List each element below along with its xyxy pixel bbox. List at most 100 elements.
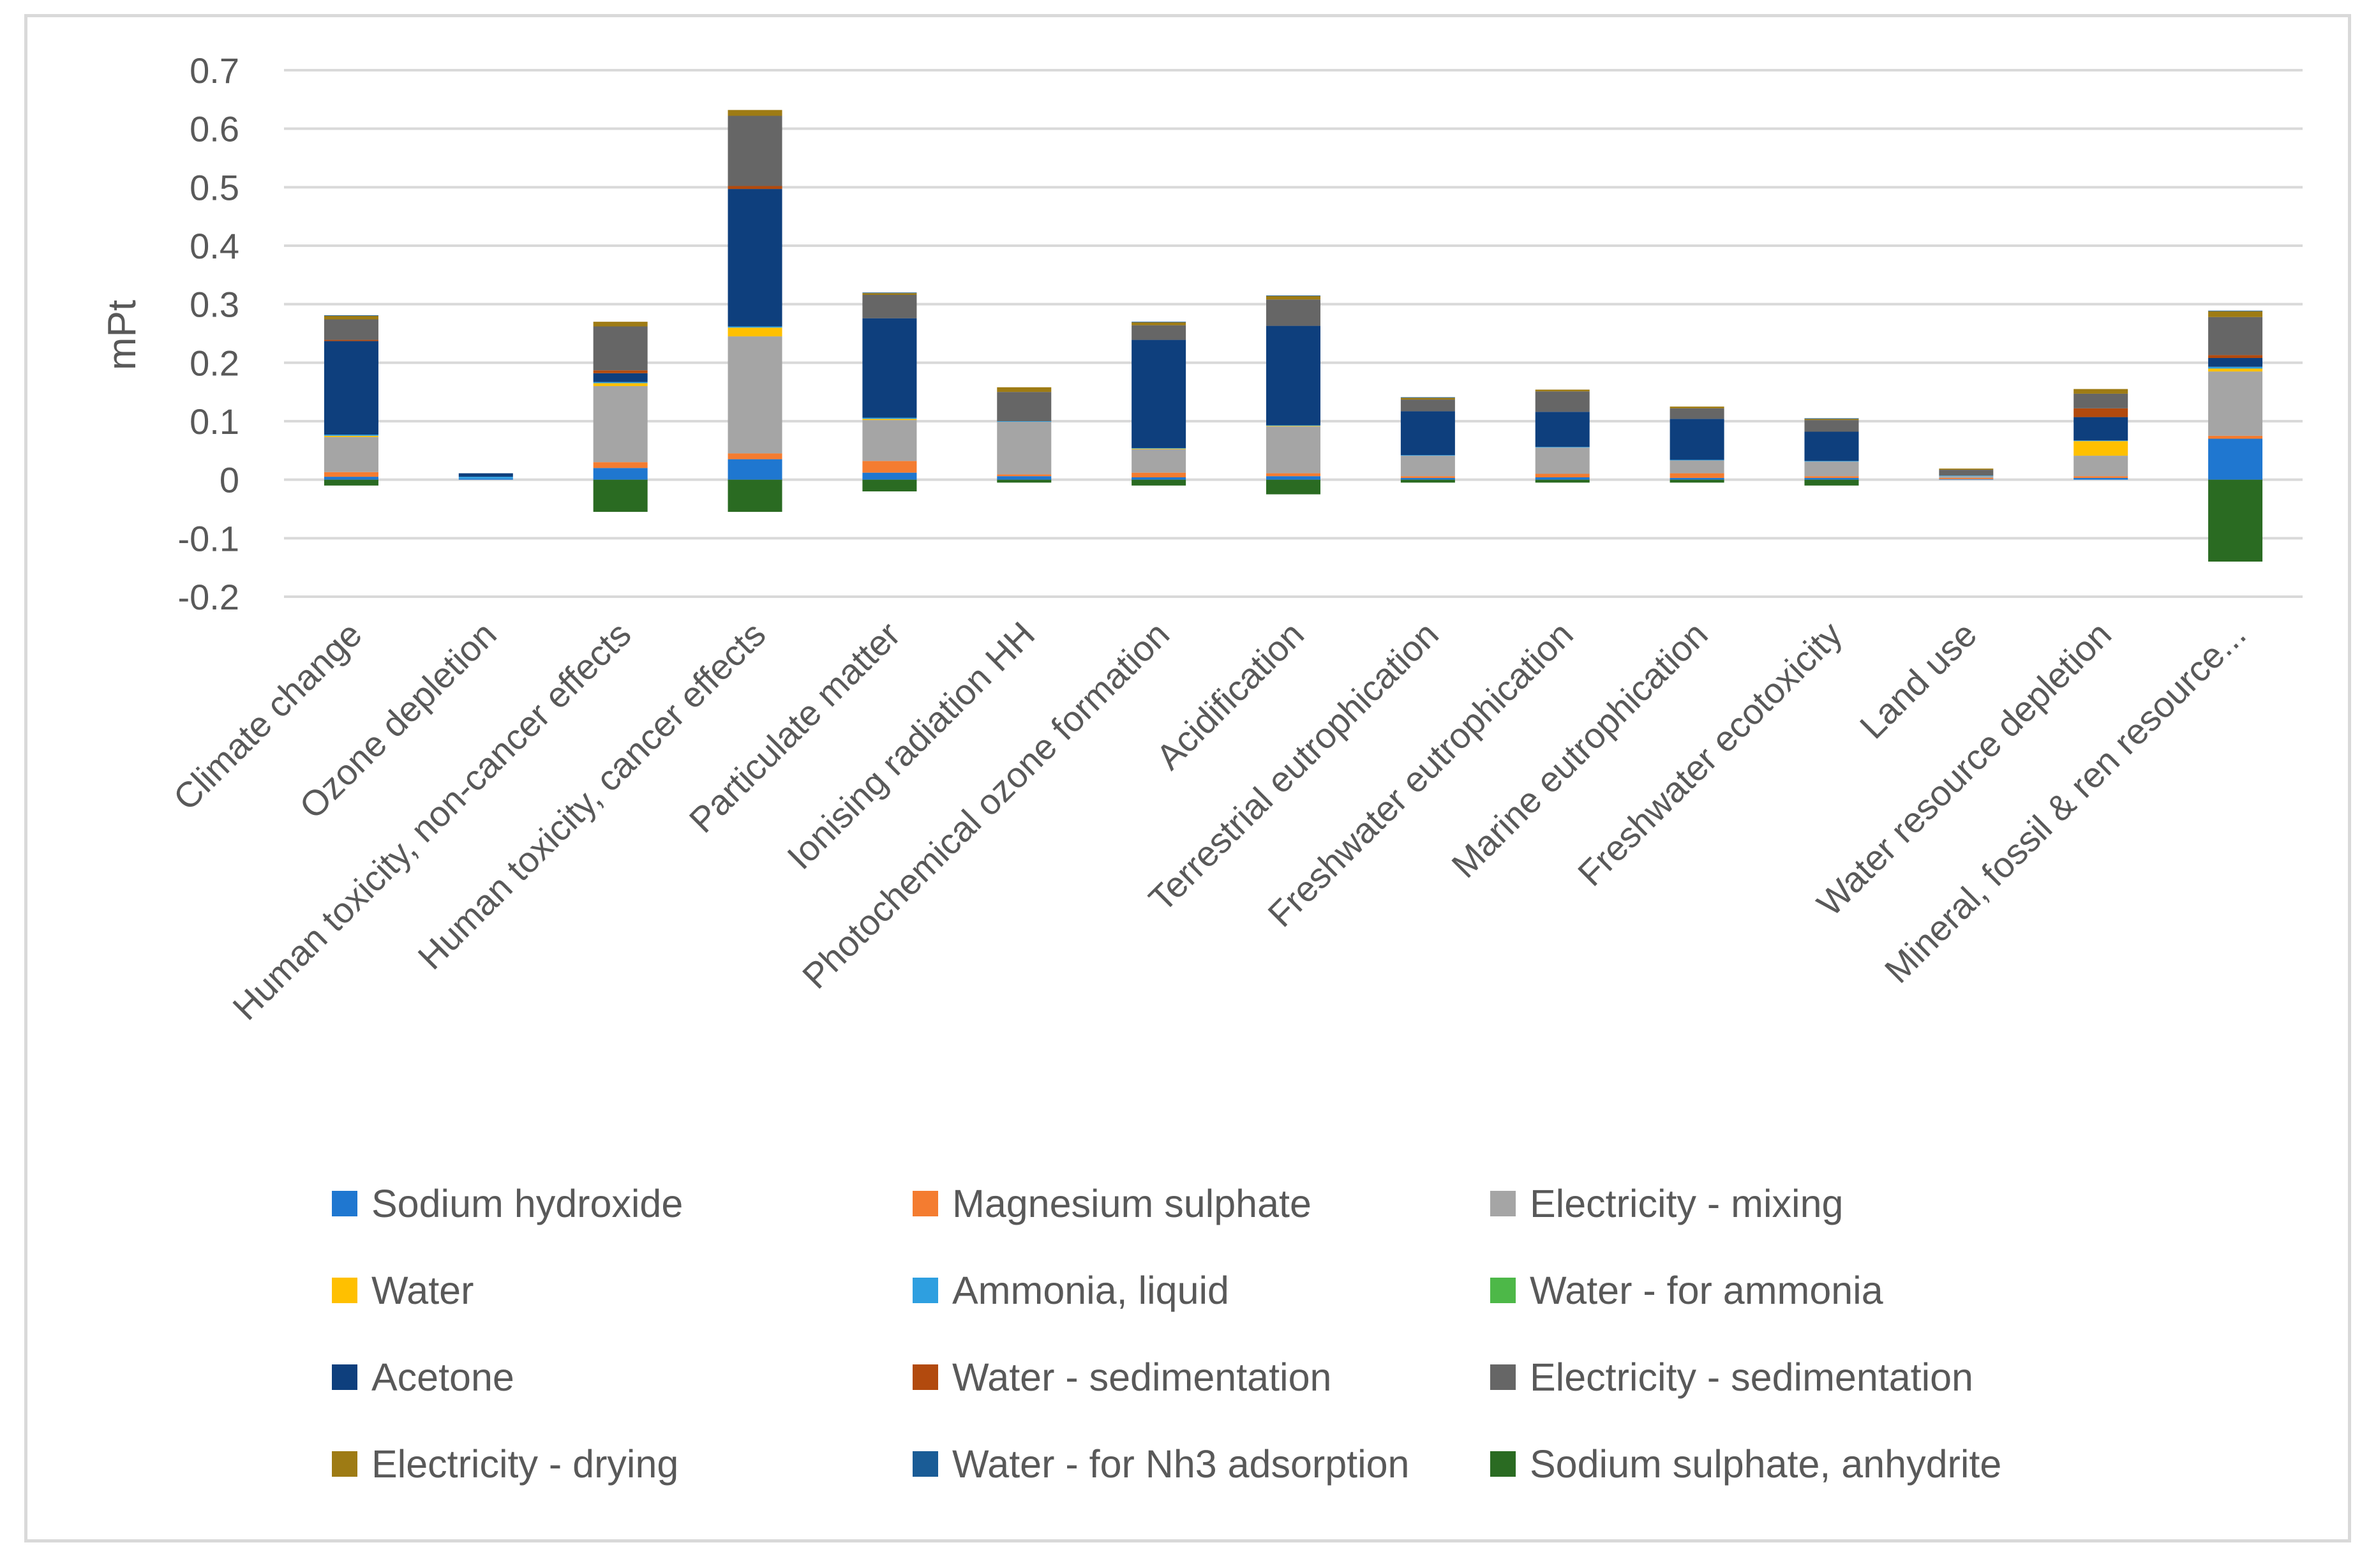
bar-segment <box>862 461 917 473</box>
bar-segment <box>2208 317 2263 355</box>
bar-segment <box>862 419 917 421</box>
bar-segment <box>2208 479 2263 562</box>
y-tick-label: 0.5 <box>190 167 239 207</box>
bar-segment <box>1266 295 1320 296</box>
bar-segment <box>593 462 648 468</box>
legend-swatch <box>1490 1278 1516 1303</box>
bar-segment <box>593 370 648 373</box>
bar-segment <box>324 340 378 341</box>
bar-segment <box>2073 393 2128 408</box>
bar-segment <box>728 186 782 190</box>
legend-label: Water - for Nh3 adsorption <box>952 1442 1410 1486</box>
x-category-label: Land use <box>1852 614 1984 746</box>
bar-segment <box>1132 479 1186 486</box>
bar-segment <box>1400 397 1455 398</box>
x-category-label: Freshwater ecotoxicity <box>1570 614 1849 893</box>
bar-segment <box>324 341 378 435</box>
bar-segment <box>2073 408 2128 417</box>
y-tick-label: 0.7 <box>190 50 239 91</box>
bar-segment <box>1400 398 1455 400</box>
bar-segment <box>1266 299 1320 326</box>
bar-segment <box>324 319 378 340</box>
bar-segment <box>1804 476 1859 478</box>
legend-item: Magnesium sulphate <box>913 1174 1490 1233</box>
bar-segment <box>2073 456 2128 477</box>
bar-segment <box>997 421 1052 422</box>
legend-item: Water - for ammonia <box>1490 1261 2192 1320</box>
bar-segment <box>593 383 648 386</box>
legend-label: Electricity - mixing <box>1530 1182 1844 1225</box>
bar-segment <box>2208 438 2263 480</box>
legend-item: Sodium sulphate, anhydrite <box>1490 1435 2192 1493</box>
legend-swatch <box>913 1191 938 1216</box>
bar-segment <box>1400 455 1455 456</box>
bar-segment <box>593 382 648 384</box>
bar-segment <box>324 315 378 316</box>
bar-segment <box>1400 476 1455 478</box>
bar-segment <box>324 472 378 477</box>
bar-segment <box>1266 479 1320 495</box>
bar-segment <box>997 387 1052 392</box>
legend-label: Sodium hydroxide <box>371 1182 684 1225</box>
legend-label: Sodium sulphate, anhydrite <box>1530 1442 2002 1486</box>
bar-segment <box>1939 470 1994 476</box>
bar-segment <box>1670 407 1724 408</box>
legend-swatch <box>1490 1364 1516 1390</box>
bar-segment <box>862 295 917 318</box>
bar-segment <box>1670 477 1724 480</box>
bar-segment <box>1670 419 1724 460</box>
legend-label: Ammonia, liquid <box>952 1269 1229 1312</box>
y-tick-label: 0.2 <box>190 343 239 383</box>
gridlines <box>284 69 2303 598</box>
bar-segment <box>1804 419 1859 421</box>
bar-segment <box>1132 472 1186 477</box>
bar-segment <box>1804 479 1859 486</box>
legend-item: Electricity - drying <box>332 1435 913 1493</box>
bar-segment <box>324 479 378 486</box>
legend-label: Magnesium sulphate <box>952 1182 1311 1225</box>
legend-swatch <box>332 1191 357 1216</box>
bar-segment <box>1266 325 1320 426</box>
bar-segment <box>2073 441 2128 456</box>
bar-segment <box>1266 426 1320 474</box>
legend-item: Water - sedimentation <box>913 1348 1490 1407</box>
y-tick-label: -0.1 <box>178 518 240 558</box>
bar-segment <box>2073 440 2128 442</box>
legend-swatch <box>332 1364 357 1390</box>
bar-segment <box>1400 479 1455 483</box>
bar-segment <box>728 453 782 459</box>
legend-label: Water - sedimentation <box>952 1355 1332 1399</box>
y-tick-label: 0.4 <box>190 226 239 266</box>
bar-segment <box>2208 371 2263 436</box>
legend-label: Electricity - drying <box>371 1442 679 1486</box>
bar-segment <box>1535 447 1590 474</box>
bar-segment <box>2073 476 2128 478</box>
bar-segment <box>1804 461 1859 477</box>
bar-segment <box>2208 435 2263 439</box>
bar-segment <box>1400 399 1455 412</box>
bars <box>324 110 2263 562</box>
y-axis-title: mPt <box>100 300 144 370</box>
bar-segment <box>593 479 648 512</box>
y-tick-label: 0.3 <box>190 285 239 325</box>
bar-segment <box>1939 476 1994 478</box>
chart-frame <box>24 14 2351 1542</box>
bar-segment <box>728 116 782 186</box>
legend-item: Acetone <box>332 1348 913 1407</box>
bar-segment <box>1535 391 1590 412</box>
bar-segment <box>2073 389 2128 394</box>
bar-segment <box>1670 479 1724 483</box>
bar-segment <box>728 110 782 116</box>
y-tick-label: 0.1 <box>190 401 239 442</box>
bar-segment <box>324 316 378 320</box>
bar-segment <box>728 479 782 512</box>
bar-segment <box>593 322 648 327</box>
bar-segment <box>862 417 917 419</box>
bar-segment <box>1132 477 1186 480</box>
bar-segment <box>2073 477 2128 480</box>
bar-segment <box>1670 408 1724 419</box>
bar-segment <box>728 336 782 454</box>
bar-segment <box>2208 355 2263 358</box>
bar-segment <box>997 421 1052 475</box>
